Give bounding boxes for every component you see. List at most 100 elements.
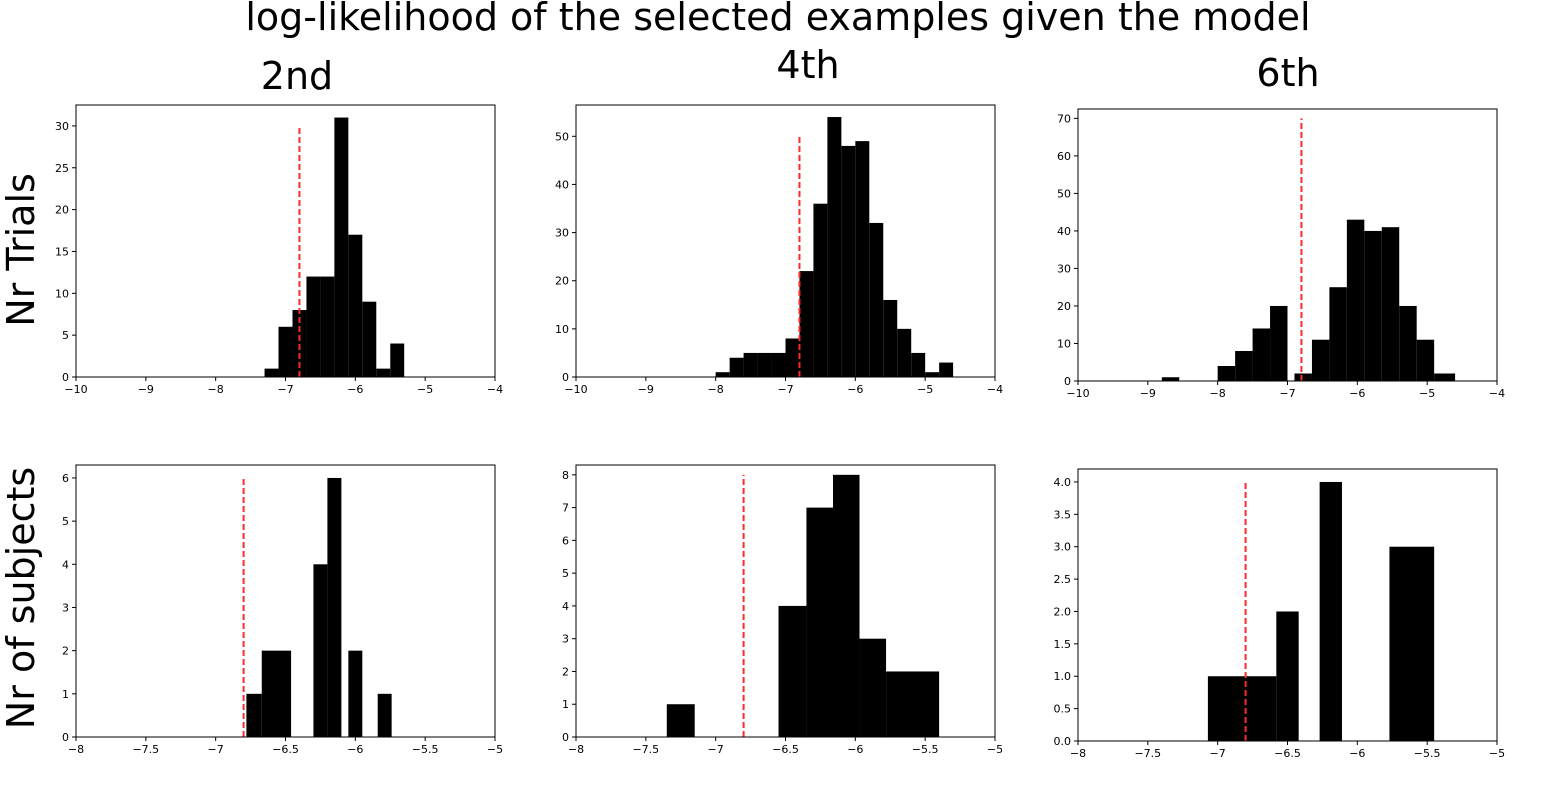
y-tick-label: 0 xyxy=(562,371,569,384)
histogram-bar xyxy=(939,362,954,377)
y-tick-label: 20 xyxy=(1057,300,1071,313)
y-tick-label: 0 xyxy=(62,731,69,744)
y-tick-label: 40 xyxy=(555,178,569,191)
histogram-bar xyxy=(806,507,833,737)
histogram-bar xyxy=(1235,350,1253,381)
x-tick-label: −10 xyxy=(1066,387,1089,400)
histogram-bar xyxy=(1217,365,1236,381)
y-tick-label: 1 xyxy=(62,688,69,701)
x-tick-label: −6 xyxy=(1349,747,1365,760)
histogram-bar xyxy=(292,310,307,377)
histogram-bar xyxy=(799,271,814,377)
y-tick-label: 7 xyxy=(562,502,569,515)
y-tick-label: 0 xyxy=(562,731,569,744)
x-tick-label: −7 xyxy=(1210,747,1226,760)
histogram-bar xyxy=(841,145,856,377)
row-label-subjects: Nr of subjects xyxy=(0,467,43,729)
histogram-bar xyxy=(1252,328,1271,381)
x-tick-label: −7 xyxy=(1279,387,1295,400)
y-tick-label: 25 xyxy=(55,162,69,175)
histogram-bar xyxy=(832,474,860,737)
x-tick-label: −4 xyxy=(1489,387,1505,400)
histogram-bar xyxy=(1346,219,1365,381)
x-tick-label: −8 xyxy=(208,383,224,396)
x-tick-label: −5 xyxy=(917,383,933,396)
histogram-bar xyxy=(1294,373,1312,381)
histogram-bar xyxy=(715,372,730,377)
histogram-bar xyxy=(886,671,940,737)
y-tick-label: 3 xyxy=(62,601,69,614)
y-tick-label: 30 xyxy=(555,227,569,240)
histogram-bar xyxy=(778,605,807,737)
y-tick-label: 2 xyxy=(562,665,569,678)
y-tick-label: 2.0 xyxy=(1054,605,1072,618)
x-tick-label: −7 xyxy=(208,743,224,756)
x-tick-label: −5 xyxy=(487,743,503,756)
histogram-bar xyxy=(1270,305,1288,381)
histogram-bar xyxy=(1364,230,1382,381)
x-tick-label: −8 xyxy=(68,743,84,756)
histogram-bar xyxy=(925,372,940,377)
y-tick-label: 50 xyxy=(555,130,569,143)
histogram-bar xyxy=(1311,339,1330,381)
axes-frame xyxy=(575,104,996,378)
histogram-bar xyxy=(278,326,293,377)
histogram-bar xyxy=(757,352,772,377)
histogram-bar xyxy=(827,117,842,377)
y-tick-label: 10 xyxy=(55,287,69,300)
histogram-bar xyxy=(376,368,391,377)
y-tick-label: 10 xyxy=(1057,337,1071,350)
histogram-bar xyxy=(1381,227,1400,381)
histogram-bar xyxy=(246,693,262,737)
histogram-bar xyxy=(334,117,349,378)
column-title-6th: 6th xyxy=(1256,51,1319,95)
y-tick-label: 1.5 xyxy=(1054,638,1072,651)
y-tick-label: 1 xyxy=(562,698,569,711)
x-tick-label: −4 xyxy=(487,383,503,396)
x-tick-label: −7.5 xyxy=(632,743,659,756)
histogram-bar xyxy=(855,141,870,377)
x-tick-label: −5.5 xyxy=(912,743,939,756)
histogram-bar xyxy=(261,650,292,737)
x-tick-label: −6.5 xyxy=(272,743,299,756)
histogram-bar xyxy=(348,650,363,737)
histogram-bar xyxy=(327,477,342,737)
y-tick-label: 2.5 xyxy=(1054,573,1072,586)
histogram-bar xyxy=(813,203,828,377)
y-tick-label: 2 xyxy=(62,645,69,658)
histogram-bar xyxy=(897,328,912,377)
x-tick-label: −5.5 xyxy=(412,743,439,756)
histogram-bar xyxy=(313,564,328,737)
y-tick-label: 20 xyxy=(55,204,69,217)
histogram-bar xyxy=(1399,305,1417,381)
y-tick-label: 70 xyxy=(1057,112,1071,125)
column-title-2nd: 2nd xyxy=(261,54,333,98)
histogram-bar xyxy=(264,368,279,377)
x-tick-label: −8 xyxy=(708,383,724,396)
y-tick-label: 60 xyxy=(1057,150,1071,163)
x-tick-label: −5 xyxy=(1419,387,1435,400)
y-tick-label: 0.5 xyxy=(1054,703,1072,716)
histogram-panel-1: −10 −9 −8 −7 −6 −5 −4 0 5 10 15 20 25 30 xyxy=(55,104,503,396)
histogram-bar xyxy=(362,301,377,377)
histogram-bar xyxy=(1319,481,1342,741)
y-tick-label: 5 xyxy=(562,567,569,580)
y-tick-label: 3 xyxy=(562,633,569,646)
histogram-bar xyxy=(348,234,363,377)
x-tick-label: −6.5 xyxy=(772,743,799,756)
x-tick-label: −7 xyxy=(277,383,293,396)
histogram-panel-3: −10 −9 −8 −7 −6 −5 −4 0 10 20 30 40 50 60 70 xyxy=(1057,108,1505,400)
histogram-bar xyxy=(771,352,786,377)
histogram-bar xyxy=(785,338,800,377)
x-tick-label: −9 xyxy=(638,383,654,396)
histogram-bar xyxy=(1207,676,1277,741)
y-tick-label: 10 xyxy=(555,323,569,336)
x-tick-label: −6 xyxy=(347,383,363,396)
x-tick-label: −9 xyxy=(138,383,154,396)
x-tick-label: −5.5 xyxy=(1414,747,1441,760)
y-tick-label: 30 xyxy=(55,120,69,133)
x-tick-label: −6 xyxy=(347,743,363,756)
histogram-bar xyxy=(859,638,887,737)
y-tick-label: 3.0 xyxy=(1054,541,1072,554)
